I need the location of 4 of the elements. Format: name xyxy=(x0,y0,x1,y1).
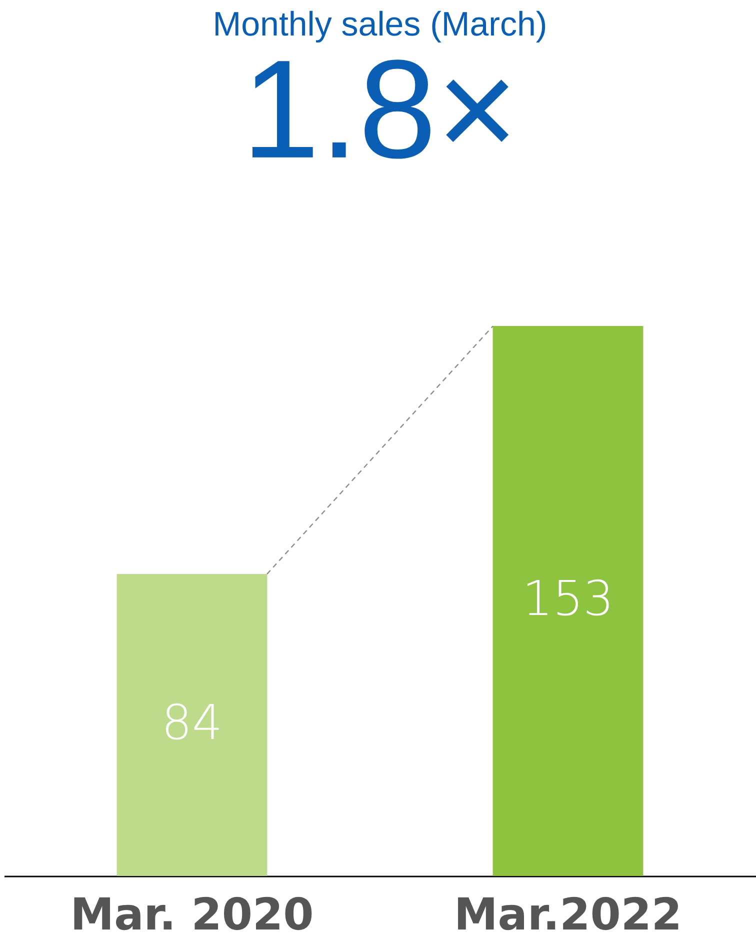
x-tick-label: Mar. 2020 xyxy=(70,890,314,940)
data-label: 153 xyxy=(522,571,614,627)
data-label: 84 xyxy=(161,695,223,752)
x-tick-label: Mar.2022 xyxy=(454,890,682,940)
